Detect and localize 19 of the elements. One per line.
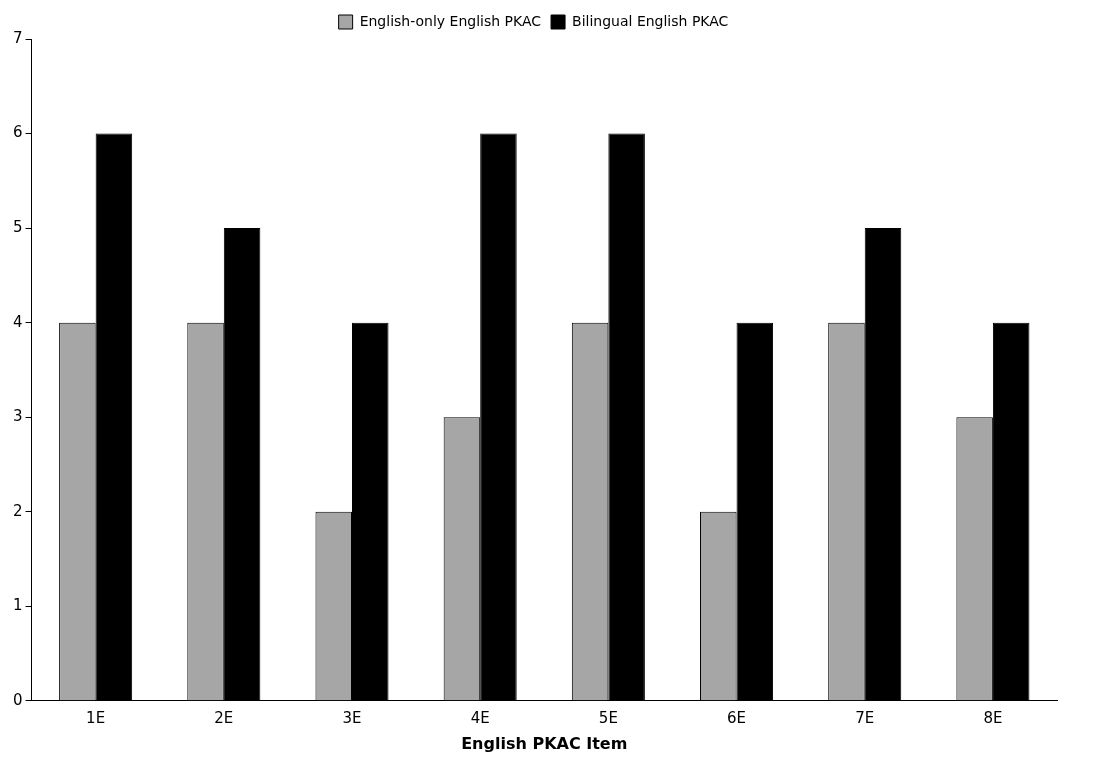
x-tick-label: 6E bbox=[727, 708, 747, 727]
legend-label: Bilingual English PKAC bbox=[572, 12, 729, 29]
legend-label: English-only English PKAC bbox=[359, 12, 542, 29]
y-tick-label: 4 bbox=[13, 312, 23, 331]
y-tick-label: 7 bbox=[13, 28, 23, 47]
x-tick-label: 8E bbox=[983, 708, 1003, 727]
x-tick-label: 2E bbox=[214, 708, 234, 727]
y-tick-label: 1 bbox=[13, 596, 23, 615]
y-tick-label: 2 bbox=[13, 501, 23, 520]
x-tick-label: 7E bbox=[855, 708, 875, 727]
x-tick-label: 4E bbox=[470, 708, 490, 727]
y-tick-label: 6 bbox=[13, 123, 23, 142]
x-axis-title: English PKAC Item bbox=[461, 733, 628, 753]
y-tick-label: 3 bbox=[13, 407, 23, 426]
y-tick-label: 0 bbox=[13, 690, 23, 709]
x-tick-label: 3E bbox=[342, 708, 362, 727]
y-tick-label: 5 bbox=[13, 217, 23, 236]
x-tick-label: 5E bbox=[598, 708, 618, 727]
x-tick-label: 1E bbox=[86, 708, 106, 727]
